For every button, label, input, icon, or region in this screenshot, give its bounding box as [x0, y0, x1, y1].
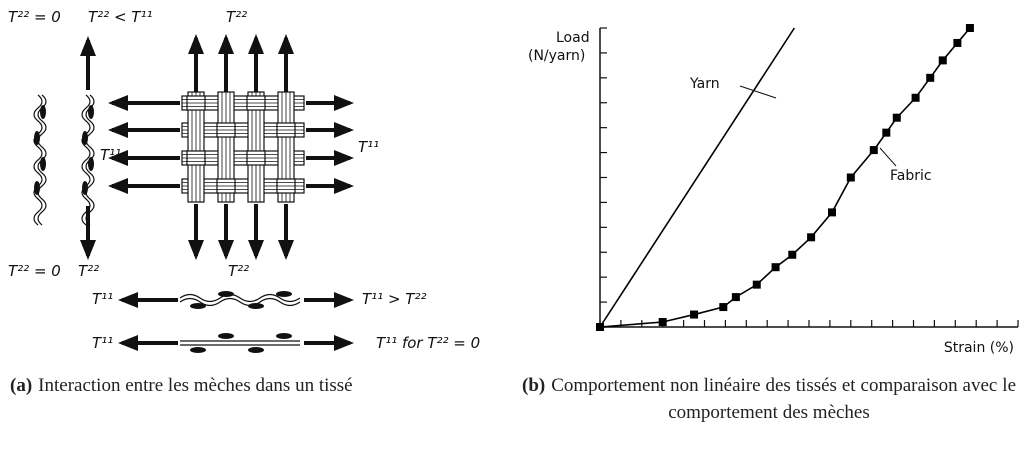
- point: [847, 174, 855, 182]
- caption-text: Comportement non linéaire des tissés et …: [551, 375, 1016, 423]
- label: T²² = 0: [8, 262, 61, 280]
- point: [828, 208, 836, 216]
- caption-text: Interaction entre les mèches dans un tis…: [38, 375, 352, 396]
- point: [719, 303, 727, 311]
- yarn-section: [218, 291, 234, 297]
- series-label: Yarn: [689, 76, 720, 92]
- label: T¹¹ for T²² = 0: [376, 334, 480, 352]
- caption: (a) Interaction entre les mèches dans un …: [10, 372, 353, 399]
- point: [939, 56, 947, 64]
- point: [953, 39, 961, 47]
- point: [912, 94, 920, 102]
- point: [732, 293, 740, 301]
- series-line: [600, 28, 794, 327]
- point: [753, 281, 761, 289]
- panel-a: T²² = 0 T²² < T¹¹ T²² T¹¹ T¹¹ T²² = 0 T²…: [8, 8, 480, 353]
- x-axis-label: Strain (%): [944, 340, 1014, 356]
- callout-line: [880, 148, 896, 166]
- panel-b: Load (N/yarn) Strain (%) Yarn Fabric: [528, 24, 1018, 356]
- yarn-section: [88, 157, 94, 171]
- figure: T²² = 0 T²² < T¹¹ T²² T¹¹ T¹¹ T²² = 0 T²…: [0, 0, 1022, 463]
- yarn-section: [190, 303, 206, 309]
- label: T²²: [226, 8, 247, 26]
- label: T¹¹: [358, 138, 379, 156]
- figure-graphics: T²² = 0 T²² < T¹¹ T²² T¹¹ T¹¹ T²² = 0 T²…: [0, 0, 1022, 370]
- yarn-section: [40, 105, 46, 119]
- yarn-section: [248, 303, 264, 309]
- label: T²² = 0: [8, 8, 61, 26]
- yarn-section: [276, 333, 292, 339]
- point: [772, 263, 780, 271]
- yarn-section: [190, 347, 206, 353]
- yarn-section: [82, 181, 88, 195]
- label: T¹¹: [92, 290, 113, 308]
- yarn-section: [34, 131, 40, 145]
- label: T²² < T¹¹: [88, 8, 152, 26]
- caption: (b) Comportement non linéaire des tissés …: [522, 372, 1016, 426]
- y-axis-label: (N/yarn): [528, 48, 585, 64]
- point: [882, 129, 890, 137]
- point: [659, 318, 667, 326]
- point: [926, 74, 934, 82]
- y-axis-label: Load: [556, 30, 590, 46]
- yarn-section: [82, 131, 88, 145]
- point: [966, 24, 974, 32]
- label: T²²: [78, 262, 99, 280]
- point: [788, 251, 796, 259]
- yarn-section: [248, 347, 264, 353]
- label: T¹¹ > T²²: [362, 290, 426, 308]
- yarn-section: [88, 105, 94, 119]
- callout-line: [740, 86, 776, 98]
- yarn-section: [276, 291, 292, 297]
- series-label: Fabric: [890, 168, 932, 184]
- point: [690, 311, 698, 319]
- label: T²²: [228, 262, 249, 280]
- yarn-section: [218, 333, 234, 339]
- point: [807, 233, 815, 241]
- point: [870, 146, 878, 154]
- point: [596, 323, 604, 331]
- point: [893, 114, 901, 122]
- yarn-section: [40, 157, 46, 171]
- label: T¹¹: [100, 146, 121, 164]
- caption-label: (a): [10, 375, 32, 396]
- yarn-section: [34, 181, 40, 195]
- caption-label: (b): [522, 375, 545, 396]
- label: T¹¹: [92, 334, 113, 352]
